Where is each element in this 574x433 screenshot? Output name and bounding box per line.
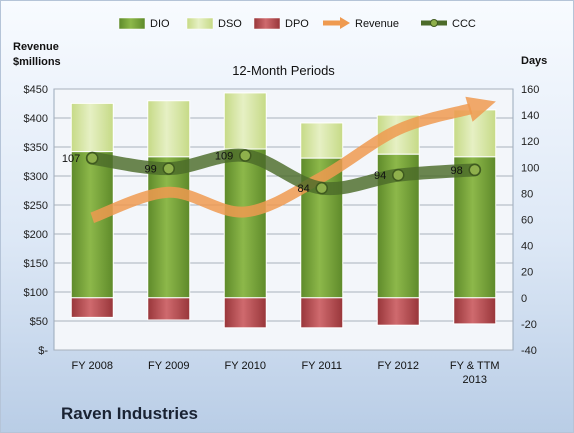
left-tick-label: $350 <box>24 142 48 154</box>
plot-area <box>53 88 514 351</box>
legend-label-ccc: CCC <box>452 18 476 30</box>
right-tick-label: 120 <box>521 136 539 148</box>
ccc-marker <box>392 168 405 182</box>
category-label-line: FY & TTM <box>450 360 500 372</box>
left-axis-title: $millions <box>13 56 61 68</box>
right-tick-label: 60 <box>521 215 533 227</box>
bar-dpo <box>300 297 344 329</box>
legend-swatch-dpo <box>253 17 281 30</box>
right-tick-label: 100 <box>521 162 539 174</box>
legend-label-dpo: DPO <box>285 18 309 30</box>
bar-dio <box>453 156 497 299</box>
legend-swatch-dio <box>118 17 146 30</box>
ccc-data-label: 107 <box>62 153 80 165</box>
left-axis-title: Revenue <box>13 41 59 53</box>
legend-swatch-dso <box>186 17 214 30</box>
legend-label-revenue: Revenue <box>355 18 399 30</box>
category-label: FY 2009 <box>148 360 189 372</box>
bar-dso <box>300 122 344 159</box>
chart-title: 12-Month Periods <box>232 63 335 78</box>
right-tick-label: 40 <box>521 241 533 253</box>
bar-dpo <box>376 297 420 326</box>
left-tick-label: $100 <box>24 287 48 299</box>
legend-label-dso: DSO <box>218 18 242 30</box>
ccc-marker <box>468 163 481 177</box>
left-tick-label: $450 <box>24 84 48 96</box>
left-tick-label: $400 <box>24 113 48 125</box>
bar-dpo <box>223 297 267 329</box>
bar-dpo <box>70 297 114 318</box>
ccc-marker <box>162 162 175 175</box>
ccc-data-label: 84 <box>298 183 310 195</box>
right-tick-label: 80 <box>521 188 533 200</box>
category-label: FY 2011 <box>301 360 342 372</box>
right-tick-label: 20 <box>521 267 533 279</box>
left-tick-label: $300 <box>24 171 48 183</box>
right-tick-label: 160 <box>521 84 539 96</box>
left-tick-label: $50 <box>30 316 48 328</box>
bar-dso <box>70 102 114 153</box>
legend: DIO DSO DPO Revenue CCC <box>118 17 476 30</box>
legend-label-dio: DIO <box>150 18 170 30</box>
category-label: FY & TTM 2013 <box>450 360 500 386</box>
right-tick-label: -40 <box>521 345 537 357</box>
category-label: FY 2012 <box>378 360 419 372</box>
right-tick-label: 0 <box>521 293 527 305</box>
ccc-marker <box>315 181 328 195</box>
left-tick-label: $- <box>38 345 48 357</box>
company-name: Raven Industries <box>61 404 198 423</box>
right-axis-title: Days <box>521 55 547 67</box>
left-tick-label: $150 <box>24 258 48 270</box>
bar-dio <box>70 151 114 299</box>
ccc-data-label: 94 <box>374 170 386 182</box>
bar-dio <box>147 156 191 299</box>
category-label-line: 2013 <box>463 374 487 386</box>
left-tick-label: $250 <box>24 200 48 212</box>
ccc-data-label: 99 <box>145 164 157 176</box>
revenue-line <box>90 103 473 223</box>
ccc-data-label: 109 <box>215 151 233 163</box>
legend-swatch-ccc-marker <box>430 19 438 27</box>
ccc-marker <box>239 149 252 162</box>
legend-swatch-revenue-head <box>340 17 350 29</box>
ccc-marker <box>86 151 99 165</box>
ccc-data-label: 98 <box>451 165 463 177</box>
right-tick-label: 140 <box>521 110 539 122</box>
revenue-arrowhead <box>465 96 496 122</box>
bar-dio <box>223 148 267 299</box>
category-label: FY 2010 <box>225 360 266 372</box>
bar-dso <box>147 100 191 158</box>
left-tick-label: $200 <box>24 229 48 241</box>
right-tick-label: -20 <box>521 319 537 331</box>
bar-dso <box>223 92 267 150</box>
bar-dpo <box>147 297 191 321</box>
bar-dpo <box>453 297 497 325</box>
category-label: FY 2008 <box>72 360 113 372</box>
